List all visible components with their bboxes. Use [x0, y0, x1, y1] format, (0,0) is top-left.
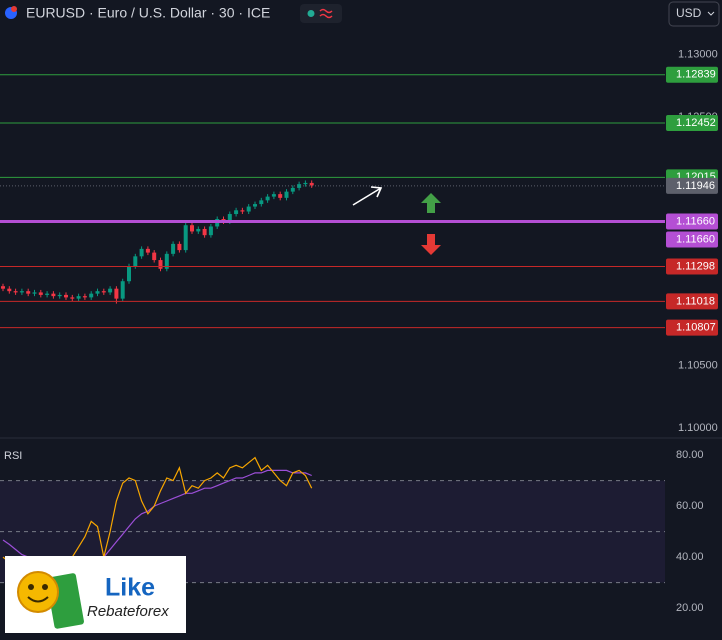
y-tick-label: 1.13000: [678, 49, 718, 61]
candle-body: [246, 206, 251, 212]
y-tick-label: 20.00: [676, 602, 704, 614]
y-tick-label: 40.00: [676, 551, 704, 563]
candle-body: [45, 293, 50, 295]
candle-body: [32, 292, 37, 294]
candle-body: [303, 182, 308, 185]
up-arrow: [421, 193, 441, 213]
candle-body: [227, 214, 232, 222]
candle-body: [26, 291, 31, 294]
logo: Like Rebateforex: [5, 556, 186, 633]
y-tick-label: 60.00: [676, 500, 704, 512]
price-axis: 1.130001.125001.105001.100001.128391.124…: [666, 49, 718, 614]
level-badge: [666, 231, 718, 248]
status-badge: [300, 4, 342, 23]
candle-body: [265, 196, 270, 201]
market-open-dot: [307, 10, 315, 17]
candle-body: [253, 204, 257, 207]
candle-body: [259, 200, 264, 205]
candle-body: [114, 288, 119, 299]
candle-body: [64, 294, 68, 298]
level-label: 1.10807: [676, 322, 716, 334]
candle-body: [57, 294, 62, 297]
candle-body: [158, 260, 163, 269]
logo-face: [17, 571, 59, 613]
candle-body: [38, 292, 43, 295]
level-label: 1.11660: [676, 233, 715, 245]
candle-body: [309, 182, 314, 186]
trend-arrow: [352, 186, 383, 206]
candle-body: [171, 243, 176, 254]
candle-body: [190, 225, 194, 232]
currency-button[interactable]: [668, 1, 720, 27]
down-arrow: [421, 234, 441, 255]
candle-body: [284, 191, 289, 198]
candle-body: [120, 281, 125, 299]
logo-title: Like: [105, 574, 155, 602]
currency-label[interactable]: USD: [676, 6, 702, 20]
candle-body: [202, 228, 207, 236]
logo-subtitle: Rebateforex: [87, 603, 169, 620]
candle-body: [108, 288, 113, 293]
candle-body: [95, 291, 100, 294]
level-badge: [666, 319, 718, 336]
logo-eye: [42, 584, 48, 590]
candle-body: [177, 243, 182, 251]
candle-body: [19, 291, 24, 293]
level-badge: [666, 293, 718, 310]
candle-body: [51, 293, 56, 297]
rsi-title: RSI: [4, 450, 22, 462]
level-badge: [666, 177, 718, 194]
candle-body: [89, 293, 94, 298]
candle-body: [240, 210, 245, 212]
candle-body: [82, 296, 87, 298]
candle-body: [139, 248, 144, 257]
y-tick-label: 80.00: [676, 449, 704, 461]
level-badge: [666, 213, 718, 230]
candle-body: [290, 187, 295, 192]
y-tick-label: 1.10000: [678, 422, 718, 434]
candle-body: [271, 194, 276, 197]
candle-body: [208, 226, 213, 236]
dropdown-caret[interactable]: [707, 11, 715, 16]
level-label: 1.11298: [676, 260, 715, 272]
level-label: 1.11660: [676, 215, 715, 227]
candle-body: [1, 286, 5, 289]
annotations: [352, 186, 441, 255]
candle-body: [76, 296, 81, 299]
level-badge: [666, 114, 718, 131]
candle-body: [183, 225, 188, 251]
logo-eye: [28, 584, 34, 590]
candle-body: [152, 252, 157, 261]
candle-body: [127, 266, 131, 282]
candle-body: [234, 210, 239, 215]
logo-smile: [27, 596, 49, 603]
delay-icon: [319, 8, 333, 19]
level-label: 1.12839: [676, 69, 716, 81]
level-badge: [666, 66, 718, 83]
candle-body: [101, 291, 106, 293]
y-tick-label: 1.10500: [678, 360, 718, 372]
candle-body: [164, 253, 169, 269]
level-label: 1.11946: [676, 180, 715, 192]
candle-body: [278, 194, 283, 198]
level-label: 1.11018: [676, 295, 715, 307]
flag-icon: [11, 6, 17, 12]
symbol-title: EURUSD · Euro / U.S. Dollar · 30 · ICE: [26, 5, 270, 21]
price-pane: [0, 74, 665, 329]
candle-body: [7, 288, 12, 292]
candle-body: [196, 228, 201, 232]
header: EURUSD · Euro / U.S. Dollar · 30 · ICE U…: [5, 1, 720, 27]
candle-body: [70, 297, 75, 299]
level-badge: [666, 258, 718, 275]
candle-body: [133, 256, 138, 267]
level-label: 1.12452: [676, 117, 716, 129]
candle-body: [297, 184, 302, 188]
candle-body: [145, 248, 150, 253]
candle-body: [13, 291, 18, 293]
